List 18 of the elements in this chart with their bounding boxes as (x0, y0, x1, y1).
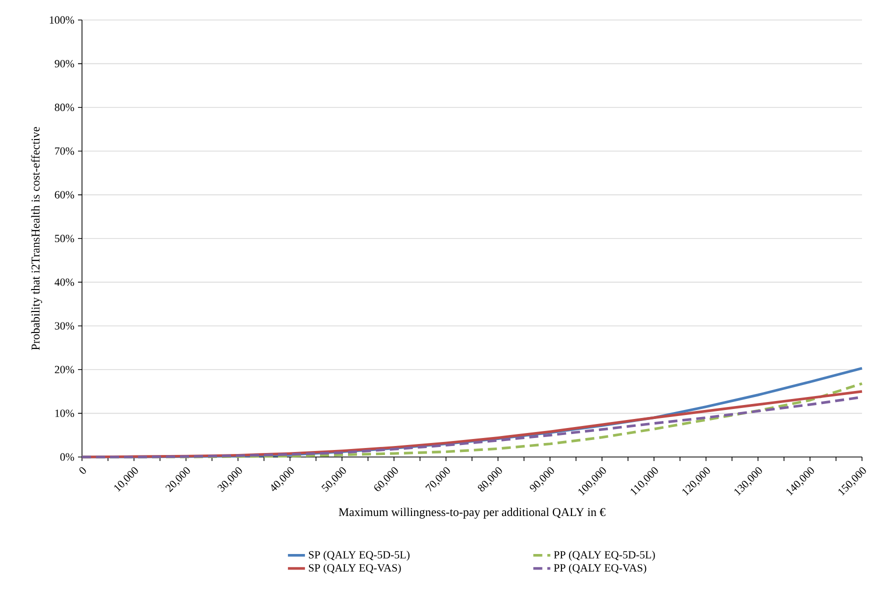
y-tick-label: 70% (55, 147, 74, 155)
y-tick-label: 40% (54, 278, 74, 286)
x-axis-title: Maximum willingness-to-pay per additional QALY in € (338, 508, 606, 519)
legend-label: SP (QALY EQ-VAS) (308, 564, 401, 574)
y-tick-label: 10% (55, 410, 74, 418)
y-tick-label: 50% (55, 234, 74, 242)
legend-label: PP (QALY EQ-5D-5L) (554, 550, 655, 561)
y-tick-label: 60% (54, 191, 74, 199)
y-axis-title: Probability that i2TransHealth is cost-effective (31, 126, 42, 350)
x-tick-label: 0 (79, 467, 86, 474)
y-tick-label: 90% (54, 60, 74, 68)
y-tick-label: 20% (54, 366, 74, 374)
y-tick-label: 0% (60, 453, 74, 461)
y-tick-label: 30% (54, 322, 74, 330)
legend-label: PP (QALY EQ-VAS) (554, 564, 646, 574)
y-tick-label: 80% (54, 104, 74, 112)
y-tick-label: 100% (50, 16, 74, 24)
legend-label: SP (QALY EQ-5D-5L) (308, 550, 410, 561)
